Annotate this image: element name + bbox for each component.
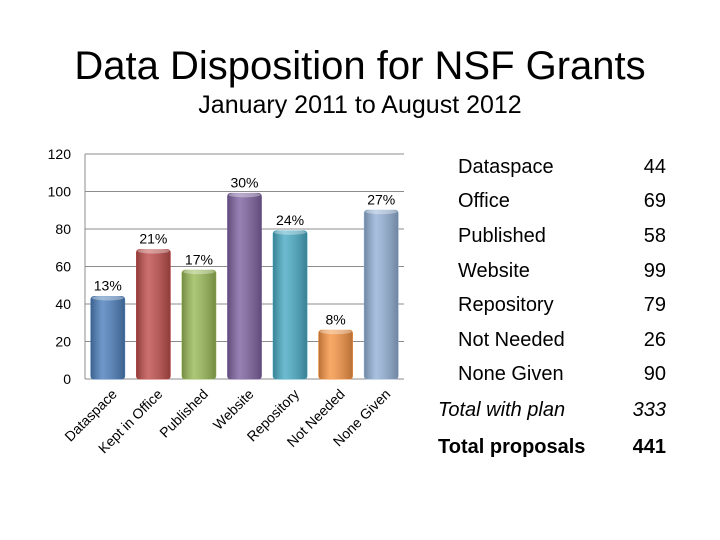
bar-top bbox=[274, 229, 306, 235]
row-value: 44 bbox=[643, 155, 666, 178]
summary-table: Dataspace 44 Office 69 Published 58 Webs… bbox=[434, 150, 674, 466]
data-label: 8% bbox=[326, 311, 346, 327]
data-label: 30% bbox=[230, 174, 258, 190]
bars bbox=[90, 192, 399, 380]
row-label: Website bbox=[458, 259, 530, 282]
bar-top bbox=[137, 248, 170, 254]
data-label: 17% bbox=[185, 251, 213, 267]
row-value: 58 bbox=[643, 224, 666, 247]
x-tick-label: Published bbox=[156, 386, 211, 441]
row-value: 99 bbox=[643, 259, 666, 282]
data-label: 13% bbox=[94, 278, 122, 294]
bar-top bbox=[365, 209, 398, 215]
data-label: 21% bbox=[139, 231, 167, 247]
row-value: 79 bbox=[643, 294, 666, 317]
table-row: Published 58 bbox=[434, 219, 674, 254]
row-label: Repository bbox=[458, 294, 554, 317]
table-row: Website 99 bbox=[434, 254, 674, 289]
y-tick-label: 100 bbox=[48, 184, 72, 200]
row-label: None Given bbox=[458, 363, 564, 386]
row-label: Office bbox=[458, 190, 510, 213]
chart-title: Data Disposition for NSF Grants bbox=[74, 44, 646, 88]
table-row: Office 69 bbox=[434, 185, 674, 220]
chart-subtitle: January 2011 to August 2012 bbox=[198, 91, 522, 119]
total-with-plan-value: 333 bbox=[632, 399, 666, 422]
bar-shading bbox=[136, 249, 171, 379]
bar-shading bbox=[364, 210, 399, 379]
row-value: 90 bbox=[643, 363, 666, 386]
total-proposals-value: 441 bbox=[632, 436, 666, 459]
data-label: 24% bbox=[276, 212, 304, 228]
bar-top bbox=[183, 269, 215, 275]
bar-shading bbox=[182, 270, 216, 379]
y-tick-label: 0 bbox=[63, 371, 71, 387]
bar-top bbox=[91, 295, 124, 301]
bar-shading bbox=[273, 230, 307, 379]
row-value: 26 bbox=[643, 328, 666, 351]
row-label: Not Needed bbox=[458, 328, 565, 351]
total-with-plan-row: Total with plan 333 bbox=[434, 392, 674, 429]
total-proposals-row: Total proposals 441 bbox=[434, 429, 674, 466]
bar-shading bbox=[90, 296, 125, 379]
y-tick-label: 40 bbox=[55, 296, 71, 312]
bar-top bbox=[319, 329, 352, 335]
data-label: 27% bbox=[367, 191, 395, 207]
table-row: Dataspace 44 bbox=[434, 150, 674, 185]
y-tick-label: 80 bbox=[55, 221, 71, 237]
y-tick-label: 120 bbox=[48, 146, 72, 162]
bar-shading bbox=[227, 193, 262, 379]
table-row: Not Needed 26 bbox=[434, 323, 674, 358]
table-row: None Given 90 bbox=[434, 358, 674, 393]
row-value: 69 bbox=[643, 190, 666, 213]
bar-shading bbox=[318, 330, 353, 379]
row-label: Published bbox=[458, 224, 546, 247]
table-row: Repository 79 bbox=[434, 288, 674, 323]
y-tick-label: 60 bbox=[55, 259, 71, 275]
bar-top bbox=[228, 192, 261, 198]
total-proposals-label: Total proposals bbox=[438, 436, 586, 459]
y-tick-label: 20 bbox=[55, 334, 71, 350]
row-label: Dataspace bbox=[458, 155, 554, 178]
total-with-plan-label: Total with plan bbox=[438, 399, 566, 422]
